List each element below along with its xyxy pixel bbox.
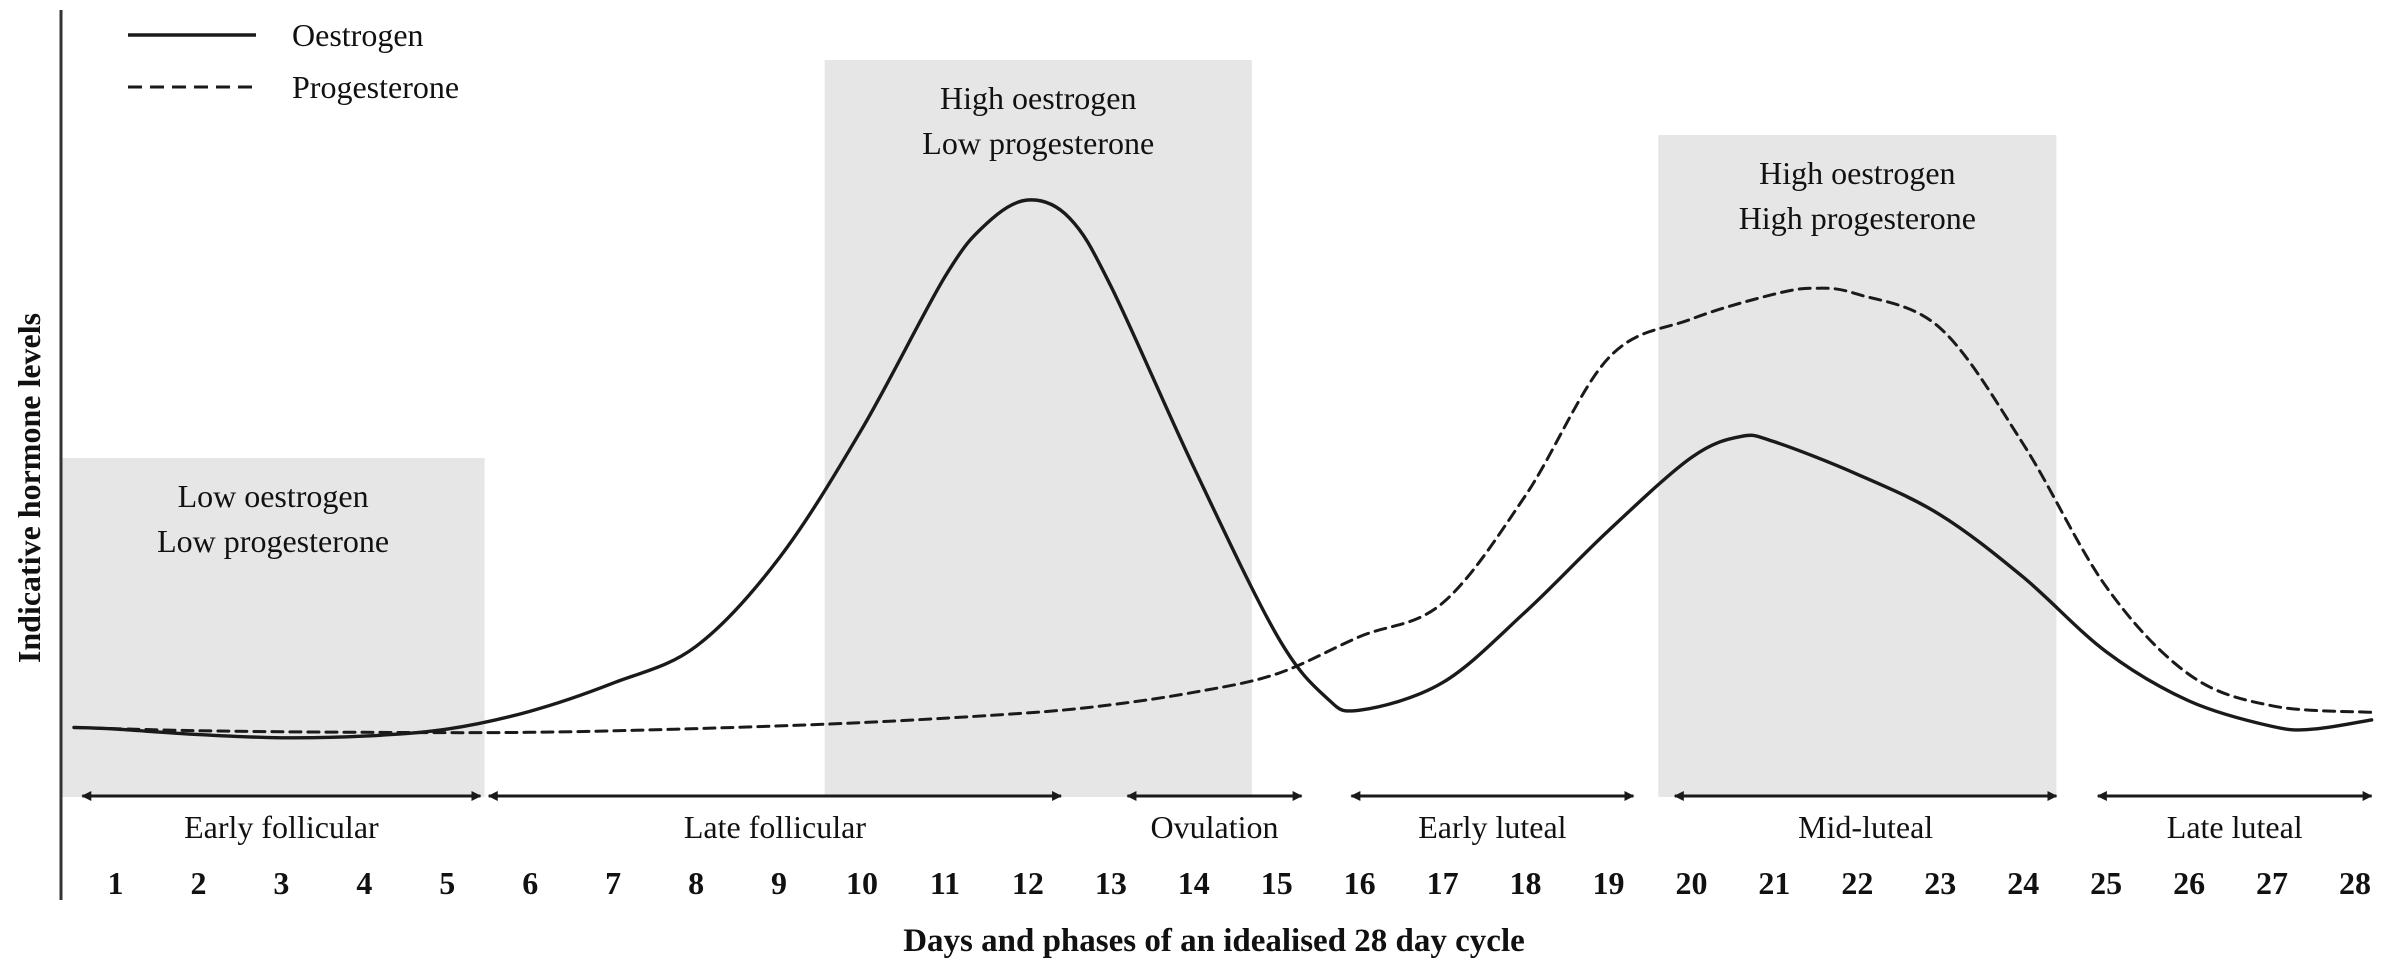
x-tick-3: 3: [273, 865, 289, 901]
series-line-progesterone: [72, 286, 2374, 735]
x-tick-17: 17: [1427, 865, 1459, 901]
x-tick-22: 22: [1841, 865, 1873, 901]
x-tick-11: 11: [930, 865, 960, 901]
phase-label-5: Mid-luteal: [1798, 809, 1933, 845]
legend-label-progesterone: Progesterone: [292, 69, 459, 105]
x-tick-9: 9: [771, 865, 787, 901]
x-tick-1: 1: [108, 865, 124, 901]
x-tick-labels: 1 2 3 4 5 6 7 8 9 10 11 12 13 14 15 16 17 18 19 20 21 22 23 24 2…: [108, 865, 2372, 901]
x-tick-14: 14: [1178, 865, 1210, 901]
shaded-region-3-label-1: High oestrogen: [1759, 155, 1955, 191]
x-tick-28: 28: [2339, 865, 2371, 901]
x-tick-4: 4: [356, 865, 372, 901]
x-tick-6: 6: [522, 865, 538, 901]
x-tick-10: 10: [846, 865, 878, 901]
shaded-region-1-label-2: Low progesterone: [157, 523, 389, 559]
series-lines: [72, 198, 2374, 740]
phase-label-3: Ovulation: [1151, 809, 1279, 845]
x-tick-5: 5: [439, 865, 455, 901]
shaded-region-1-label-1: Low oestrogen: [178, 478, 369, 514]
x-tick-20: 20: [1675, 865, 1707, 901]
x-tick-27: 27: [2256, 865, 2288, 901]
shaded-region-2-label-1: High oestrogen: [940, 80, 1136, 116]
x-tick-12: 12: [1012, 865, 1044, 901]
x-tick-23: 23: [1924, 865, 1956, 901]
x-tick-26: 26: [2173, 865, 2205, 901]
shaded-region-3: [1658, 135, 2057, 797]
x-tick-25: 25: [2090, 865, 2122, 901]
series-line-oestrogen: [72, 198, 2374, 740]
y-axis-title: Indicative hormone levels: [11, 313, 47, 663]
shaded-region-3-label-2: High progesterone: [1739, 200, 1976, 236]
x-tick-15: 15: [1261, 865, 1293, 901]
phase-label-4: Early luteal: [1418, 809, 1566, 845]
x-tick-8: 8: [688, 865, 704, 901]
x-axis-title: Days and phases of an idealised 28 day c…: [903, 923, 1525, 959]
phase-arrows: Early follicular Late follicular Ovulation…: [81, 791, 2373, 845]
phase-label-1: Early follicular: [184, 809, 379, 845]
phase-label-2: Late follicular: [684, 809, 866, 845]
legend: Oestrogen Progesterone: [128, 17, 459, 105]
shaded-region-2-label-2: Low progesterone: [922, 125, 1154, 161]
x-tick-24: 24: [2007, 865, 2039, 901]
x-tick-2: 2: [190, 865, 206, 901]
shaded-region-labels: Low oestrogen Low progesterone High oestro…: [157, 80, 1976, 559]
x-tick-16: 16: [1344, 865, 1376, 901]
shaded-region-1: [61, 458, 485, 797]
x-tick-18: 18: [1510, 865, 1542, 901]
shaded-region-2: [824, 60, 1252, 797]
shaded-regions: [61, 60, 2057, 797]
x-tick-19: 19: [1593, 865, 1625, 901]
phase-label-6: Late luteal: [2167, 809, 2303, 845]
x-tick-7: 7: [605, 865, 621, 901]
x-tick-21: 21: [1758, 865, 1790, 901]
x-tick-13: 13: [1095, 865, 1127, 901]
legend-label-oestrogen: Oestrogen: [292, 17, 424, 53]
